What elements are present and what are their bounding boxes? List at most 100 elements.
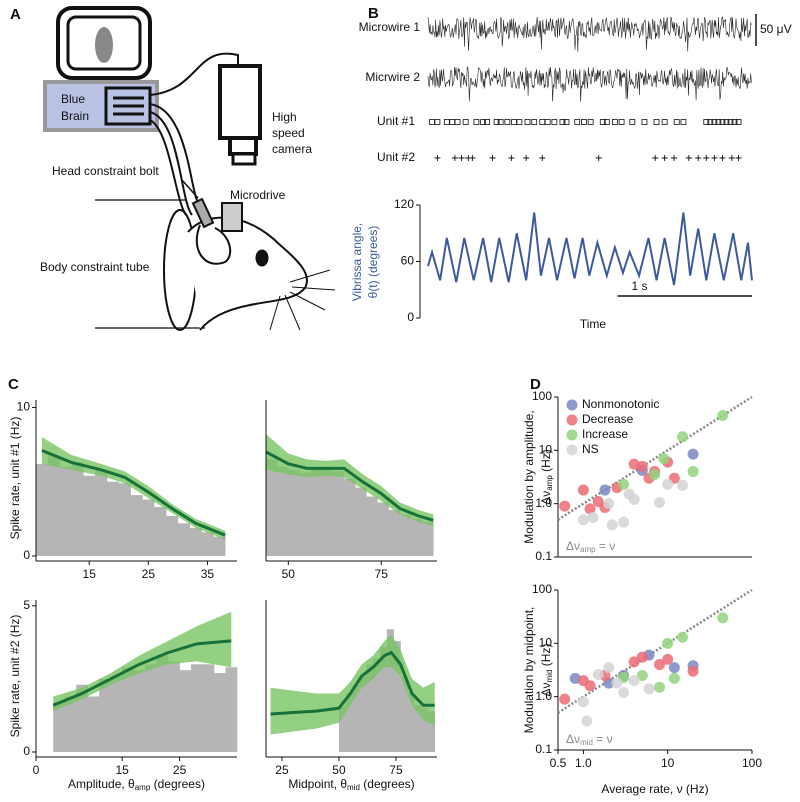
bolt [191, 197, 215, 229]
spike-marker [719, 155, 726, 161]
spike-marker [434, 119, 441, 125]
y-axis-label: Δνamp (Hz) [539, 449, 554, 505]
spike-marker [508, 155, 515, 161]
scatter-point [599, 484, 611, 496]
histogram-bar [422, 521, 434, 556]
spike-marker [641, 119, 648, 125]
computer-label: Brain [61, 109, 89, 123]
scatter-point [654, 659, 666, 671]
x-tick-label: 100 [742, 756, 762, 770]
histogram-bar [359, 676, 367, 752]
tube-lines [95, 199, 205, 329]
spike-marker [703, 155, 710, 161]
scatter-point [618, 686, 630, 698]
histogram-bar [214, 673, 226, 752]
identity-line [557, 588, 753, 714]
x-axis-label: Average rate, ν (Hz) [601, 782, 708, 796]
histogram-bar [168, 661, 180, 752]
scatter-point [636, 460, 648, 472]
computer-icon [104, 86, 152, 126]
spike-marker [587, 119, 594, 125]
spike-marker [504, 119, 511, 125]
scatter-point [577, 484, 589, 496]
label-part: mid [347, 783, 360, 792]
spike-marker [715, 119, 722, 125]
histogram-bar [154, 506, 167, 556]
histogram-bar [76, 684, 88, 752]
histogram-bar [130, 495, 143, 556]
fit-line [52, 639, 232, 707]
spike-marker [539, 155, 546, 161]
histogram-bar [380, 646, 388, 752]
spike-marker [524, 119, 531, 125]
spike-marker [707, 119, 714, 125]
spike-marker [574, 119, 581, 125]
spike-marker [680, 119, 687, 125]
spike-marker [443, 119, 450, 125]
scatter-point [717, 612, 729, 624]
spike-marker [497, 119, 504, 125]
scatter-point [658, 453, 670, 465]
spike-marker [559, 119, 566, 125]
legend-marker [566, 429, 578, 441]
y-axis-label: Δνmid (Hz) [539, 644, 554, 697]
camera-lens [228, 136, 258, 156]
spike-marker [539, 119, 546, 125]
histogram-bar [366, 664, 374, 752]
spike-marker [595, 155, 602, 161]
spike-marker [531, 119, 538, 125]
scatter-point [628, 656, 640, 668]
monitor [56, 6, 152, 80]
spike-marker [723, 119, 730, 125]
spike-marker [673, 119, 680, 125]
rat-eye [255, 249, 269, 267]
histogram-bar [410, 518, 423, 556]
histogram-bar [156, 655, 169, 752]
y-axis-label: Modulation by amplitude, [522, 410, 536, 543]
histogram-bar [352, 684, 360, 752]
histogram-bar [36, 463, 49, 556]
scatter-point [668, 672, 680, 684]
histogram-bar [47, 454, 60, 556]
histogram-bar [145, 664, 157, 752]
camera-body [218, 64, 262, 140]
histogram-bar [388, 509, 401, 556]
y-tick-label: 10 [539, 443, 553, 457]
spike-marker [727, 119, 734, 125]
whiskers [269, 269, 336, 331]
bolt-arrow [181, 179, 199, 199]
spike-marker [563, 119, 570, 125]
histogram-bar [386, 629, 394, 752]
histogram-bar [338, 705, 347, 752]
scatter-point [628, 675, 640, 687]
legend-label: Nonmonotonic [582, 397, 659, 411]
spike-marker [551, 119, 558, 125]
histogram-bar [225, 667, 238, 752]
legend-marker [566, 444, 578, 456]
histogram-bar [64, 696, 77, 752]
scatter-point [603, 498, 615, 510]
x-tick-label: 15 [83, 567, 97, 581]
identity-label: Δνamp = ν [566, 539, 615, 554]
spike-marker [581, 119, 587, 125]
spike-marker [618, 119, 625, 125]
spike-marker [434, 155, 441, 161]
scatter-point [654, 681, 666, 693]
histogram-bar [373, 658, 381, 752]
scatter-point [643, 683, 655, 695]
spike-marker [480, 119, 487, 125]
scatter-point [649, 469, 661, 481]
angle-line [427, 212, 753, 286]
scatter-point [662, 653, 674, 665]
label-part: (Hz) [539, 644, 553, 670]
camera-label: camera [272, 142, 312, 156]
label-part: mid [580, 738, 593, 747]
legend-marker [566, 414, 578, 426]
rat-image [95, 27, 113, 63]
label-part: Δν [539, 491, 553, 505]
histogram-bar [345, 693, 353, 752]
histogram-bar [189, 527, 202, 556]
label-part: (degrees) [360, 777, 415, 791]
y-tick-label: 1.0 [535, 689, 552, 703]
